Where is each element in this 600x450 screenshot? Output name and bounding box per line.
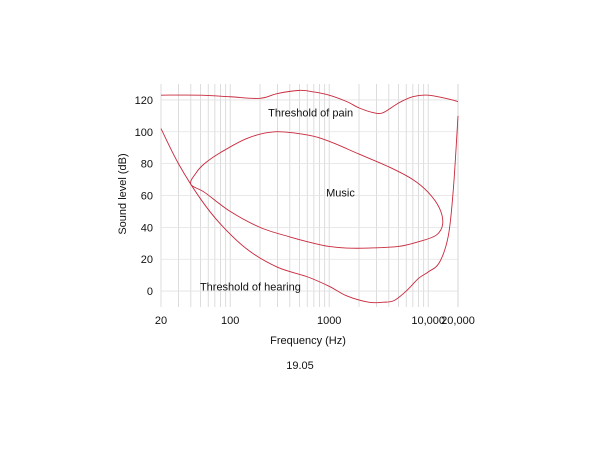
annotation-threshold-of-hearing: Threshold of hearing (200, 281, 301, 293)
y-tick-label: 120 (135, 95, 153, 107)
y-axis-label: Sound level (dB) (117, 153, 129, 234)
figure-number: 19.05 (286, 360, 314, 372)
curve-threshold-of-hearing (160, 115, 459, 304)
x-tick-label: 10,000 (411, 315, 445, 327)
x-tick-label: 100 (221, 315, 239, 327)
grid (160, 84, 459, 307)
y-tick-label: 100 (135, 127, 153, 139)
curve-threshold-of-pain (160, 89, 459, 115)
x-tick-label: 1000 (317, 315, 341, 327)
x-axis-label: Frequency (Hz) (270, 335, 346, 347)
y-tick-label: 40 (141, 222, 153, 234)
annotation-threshold-of-pain: Threshold of pain (268, 108, 353, 120)
curve-music (190, 131, 444, 249)
x-tick-label: 20,000 (441, 315, 475, 327)
y-axis-ticks: 0 20 40 60 80 100 120 (135, 95, 153, 298)
curves (160, 89, 459, 304)
annotation-music: Music (326, 187, 355, 199)
x-tick-label: 20 (155, 315, 167, 327)
y-tick-label: 20 (141, 254, 153, 266)
y-tick-label: 0 (147, 286, 153, 298)
y-tick-label: 60 (141, 191, 153, 203)
y-tick-label: 80 (141, 159, 153, 171)
annotations: Threshold of pain Music Threshold of heari… (200, 108, 355, 294)
